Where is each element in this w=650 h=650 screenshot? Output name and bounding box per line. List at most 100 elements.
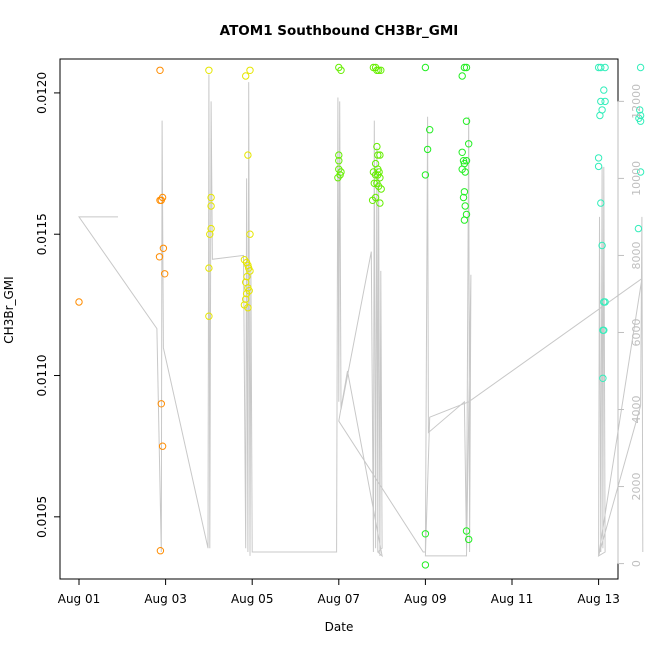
data-point [462,157,471,165]
data-point [244,304,252,312]
data-point [207,224,215,233]
data-point [246,66,254,75]
y2-tick-label: 8000 [630,241,643,269]
x-tick-label: Aug 05 [231,592,274,606]
data-point [376,151,384,159]
x-axis-label: Date [325,620,354,634]
data-point [157,400,166,408]
data-point [465,140,473,148]
y-tick-label: 0.0105 [35,496,49,538]
data-point [594,154,603,162]
data-point [465,535,473,544]
data-point [75,298,83,306]
data-point [155,253,164,261]
data-point [336,171,344,179]
x-tick-label: Aug 09 [404,592,447,606]
y-tick-label: 0.0115 [35,213,49,255]
data-point [601,63,609,72]
data-point [594,162,603,171]
points-layer [75,63,645,569]
data-point [205,264,213,272]
data-point [636,168,645,176]
data-point [421,530,430,538]
data-point [156,66,164,75]
data-point [460,188,469,196]
data-point [426,126,434,134]
data-point [421,561,430,569]
data-point [376,174,384,182]
data-point [206,230,214,238]
data-point [459,157,468,165]
data-point [601,97,609,106]
data-point [461,202,469,210]
data-point [207,202,215,210]
y-tick-label: 0.0120 [35,72,49,114]
data-point [337,168,345,176]
data-point [368,196,377,205]
data-point [462,527,471,535]
data-point [598,241,606,250]
data-point [461,168,469,176]
data-point [158,193,167,202]
data-point [597,63,605,72]
x-tick-label: Aug 11 [491,592,534,606]
data-point [161,270,169,278]
data-point [335,157,343,165]
x-tick-label: Aug 13 [577,592,620,606]
data-point [377,185,385,193]
data-point [242,72,250,80]
data-point [597,97,605,106]
data-point [376,199,384,207]
data-point [600,326,608,334]
data-point [636,63,645,72]
data-point [335,151,343,159]
data-point [207,193,215,202]
data-point [634,224,643,233]
data-point [599,374,607,382]
data-point [421,63,430,72]
data-point [242,289,251,298]
data-point [636,117,645,125]
y2-tick-label: 4000 [630,396,643,424]
y-axis-label: CH3Br_GMI [2,276,16,343]
data-point [374,66,383,75]
y2-tick-label: 2000 [630,473,643,501]
data-point [601,298,609,306]
data-point [337,66,345,75]
y2-tick-label: 12000 [630,84,643,119]
data-point [460,63,469,72]
data-point [246,267,254,275]
data-point [423,145,432,154]
y2-tick-label: 10000 [630,161,643,196]
data-point [244,151,252,159]
data-point [596,111,604,120]
x-tick-label: Aug 03 [144,592,187,606]
data-point [458,72,466,80]
data-point [156,547,165,555]
data-point [459,193,468,202]
data-point [597,199,605,207]
data-point [460,216,469,224]
data-point [246,230,254,238]
axes-layer: Aug 01 Aug 03 Aug 05 Aug 07 Aug 09 Aug 11 Aug … [35,72,643,606]
data-point [159,244,168,253]
x-tick-label: Aug 01 [58,592,101,606]
data-point [636,106,644,114]
data-point [373,142,381,151]
y-tick-label: 0.0110 [35,355,49,397]
data-point [205,66,213,75]
y2-tick-label: 0 [630,560,643,567]
data-point [458,148,466,157]
data-point [462,63,471,72]
data-point [374,151,382,159]
secondary-line-layer [78,74,644,558]
data-point [158,442,167,450]
x-tick-label: Aug 07 [318,592,361,606]
data-point [462,117,471,125]
y2-tick-label: 6000 [630,318,643,346]
data-point [205,312,213,320]
data-point [600,86,608,94]
secondary-line [78,74,644,558]
data-point [377,66,385,75]
